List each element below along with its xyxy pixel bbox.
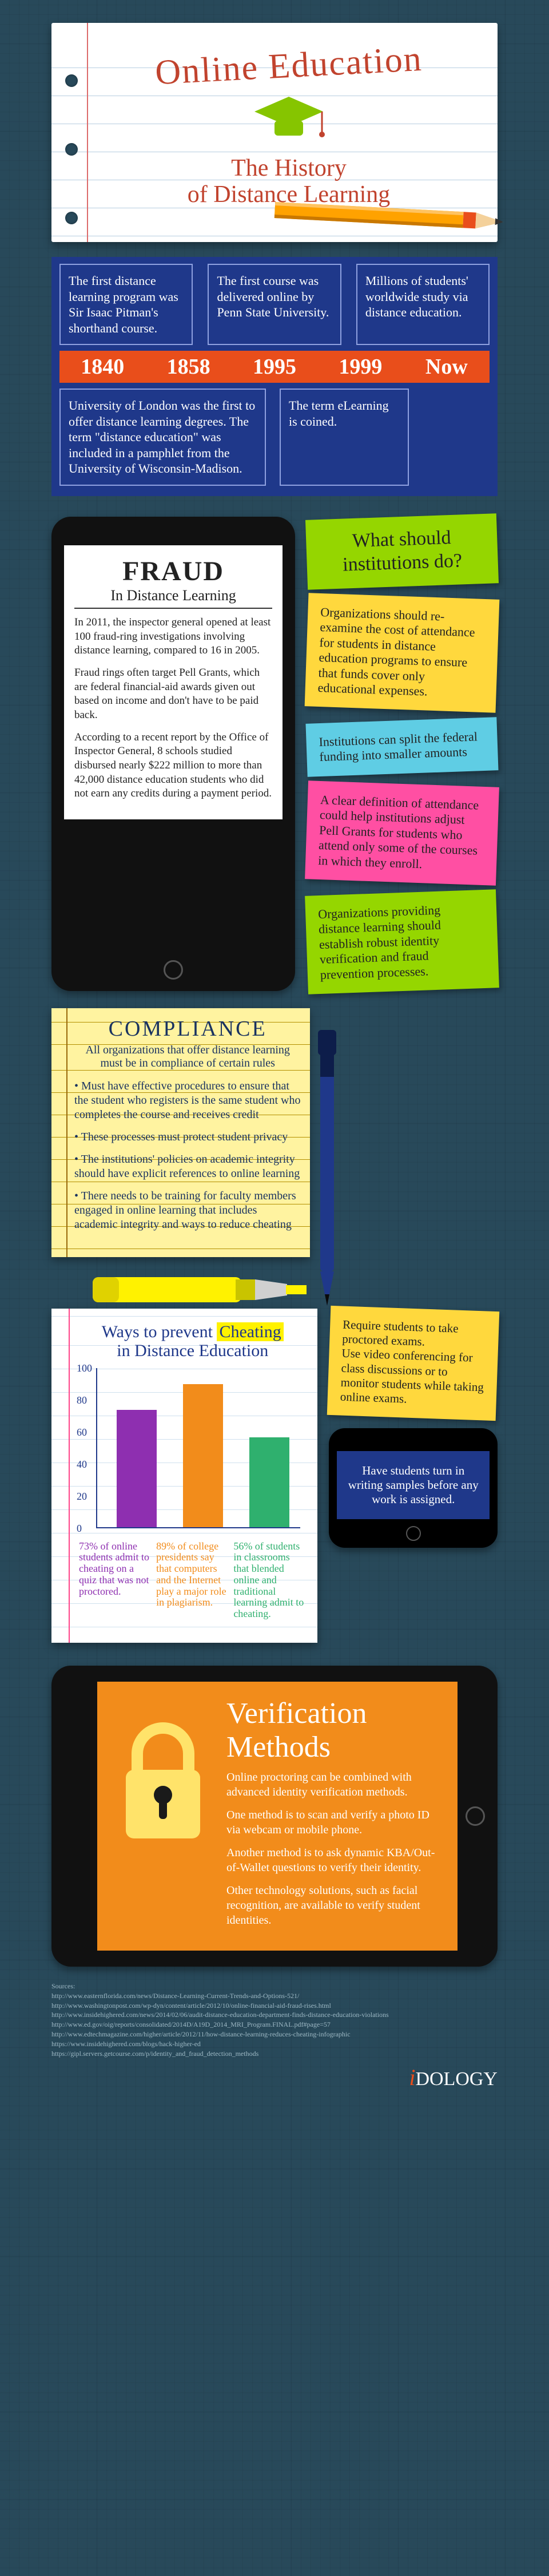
tablet-screen: FRAUD In Distance Learning In 2011, the … (64, 545, 283, 819)
timeline-year: 1858 (145, 354, 231, 379)
y-tick: 100 (77, 1362, 92, 1374)
y-tick: 60 (77, 1426, 87, 1438)
source-line: http://www.insidehighered.com/news/2014/… (51, 2010, 498, 2020)
sticky-question: What should institutions do? (305, 513, 499, 589)
timeline-box: University of London was the first to of… (59, 389, 266, 486)
tablet-home-button (466, 1806, 485, 1826)
brand-text: DOLOGY (415, 2068, 498, 2090)
source-line: https://gipl.servers.getcourse.com/p/ide… (51, 2049, 498, 2059)
bar-chart: 020406080100 (96, 1368, 300, 1528)
subtitle-line: The History (231, 155, 347, 181)
chart-title-highlight: Cheating (217, 1322, 283, 1341)
timeline-box: The term eLearning is coined. (280, 389, 409, 486)
tablet-fraud: FRAUD In Distance Learning In 2011, the … (51, 517, 295, 991)
graduation-cap-icon (97, 92, 480, 149)
sticky-note: Institutions can split the federal fundi… (306, 717, 499, 776)
verification-screen: Verification Methods Online proctoring c… (97, 1682, 458, 1951)
compliance-item: • Must have effective procedures to ensu… (74, 1079, 301, 1122)
tablet-home-button (164, 960, 183, 980)
compliance-item: • The institutions' policies on academic… (74, 1152, 301, 1181)
source-line: http://www.easternflorida.com/news/Dista… (51, 1991, 498, 2001)
chart-bar (249, 1437, 289, 1527)
source-line: http://www.washingtonpost.com/wp-dyn/con… (51, 2001, 498, 2011)
source-line: http://www.edtechmagazine.com/higher/art… (51, 2030, 498, 2039)
fraud-subheading: In Distance Learning (74, 587, 272, 609)
main-title: Online Education (97, 36, 482, 97)
timeline-year: 1999 (317, 354, 403, 379)
fraud-paragraph: According to a recent report by the Offi… (74, 731, 272, 801)
compliance-heading: COMPLIANCE (74, 1016, 301, 1041)
verification-paragraph: Other technology solutions, such as faci… (226, 1883, 440, 1928)
compliance-item: • There needs to be training for faculty… (74, 1189, 301, 1232)
verification-paragraph: Another method is to ask dynamic KBA/Out… (226, 1845, 440, 1875)
source-line: https://www.insidehighered.com/blogs/hac… (51, 2039, 498, 2049)
lock-icon (114, 1697, 212, 1848)
chart-callout: 89% of college presidents say that compu… (156, 1541, 229, 1620)
chart-card: Ways to prevent Cheating in Distance Edu… (51, 1309, 317, 1643)
compliance-item: • These processes must protect student p… (74, 1130, 301, 1144)
verification-tablet: Verification Methods Online proctoring c… (51, 1666, 498, 1967)
chart-callout: 56% of students in classrooms that blend… (233, 1541, 306, 1620)
source-line: http://www.ed.gov/oig/reports/consolidat… (51, 2020, 498, 2030)
sticky-note: Organizations providing distance learnin… (305, 889, 499, 994)
sticky-note: A clear definition of attendance could h… (305, 780, 499, 886)
y-tick: 20 (77, 1491, 87, 1503)
chart-title-part: Ways to prevent (102, 1322, 217, 1341)
brand-logo: iDOLOGY (51, 2064, 498, 2091)
phone-screen: Have students turn in writing samples be… (337, 1451, 490, 1519)
margin-line (87, 23, 88, 242)
verification-paragraph: One method is to scan and verify a photo… (226, 1808, 440, 1837)
chart-title: Ways to prevent Cheating in Distance Edu… (79, 1322, 306, 1360)
sticky-note: Require students to take proctored exams… (327, 1305, 499, 1420)
fraud-paragraph: Fraud rings often target Pell Grants, wh… (74, 666, 272, 723)
chart-callouts: 73% of online students admit to cheating… (79, 1528, 306, 1620)
compliance-sub: All organizations that offer distance le… (74, 1044, 301, 1070)
binder-hole (65, 212, 78, 224)
fraud-heading: FRAUD (74, 556, 272, 587)
chart-bar (117, 1410, 157, 1527)
chart-bar (183, 1384, 223, 1527)
verification-heading: Verification Methods (226, 1697, 440, 1764)
timeline-year: 1995 (232, 354, 317, 379)
binder-hole (65, 74, 78, 87)
y-tick: 80 (77, 1394, 87, 1406)
timeline-panel: The first distance learning program was … (51, 257, 498, 496)
chart-title-part: in Distance Education (117, 1341, 268, 1360)
sources-block: Sources: http://www.easternflorida.com/n… (51, 1981, 498, 2058)
sources-label: Sources: (51, 1981, 498, 1991)
compliance-pad: COMPLIANCE All organizations that offer … (51, 1008, 310, 1257)
timeline-year: Now (404, 354, 490, 379)
phone-home-button (406, 1526, 421, 1541)
timeline-year: 1840 (59, 354, 145, 379)
fraud-paragraph: In 2011, the inspector general opened at… (74, 616, 272, 658)
binder-hole (65, 143, 78, 156)
brand-i: i (409, 2064, 415, 2090)
timeline-box: The first course was delivered online by… (208, 264, 341, 345)
timeline-box: The first distance learning program was … (59, 264, 193, 345)
header-notepad: Online Education The History of Distance… (51, 23, 498, 242)
sticky-note: Organizations should re-examine the cost… (305, 593, 500, 714)
chart-callout: 73% of online students admit to cheating… (79, 1541, 152, 1620)
verification-paragraph: Online proctoring can be combined with a… (226, 1770, 440, 1800)
y-tick: 0 (77, 1523, 82, 1535)
timeline-year-bar: 1840 1858 1995 1999 Now (59, 351, 490, 383)
timeline-box: Millions of students' worldwide study vi… (356, 264, 490, 345)
phone-device: Have students turn in writing samples be… (329, 1428, 498, 1548)
y-tick: 40 (77, 1459, 87, 1471)
